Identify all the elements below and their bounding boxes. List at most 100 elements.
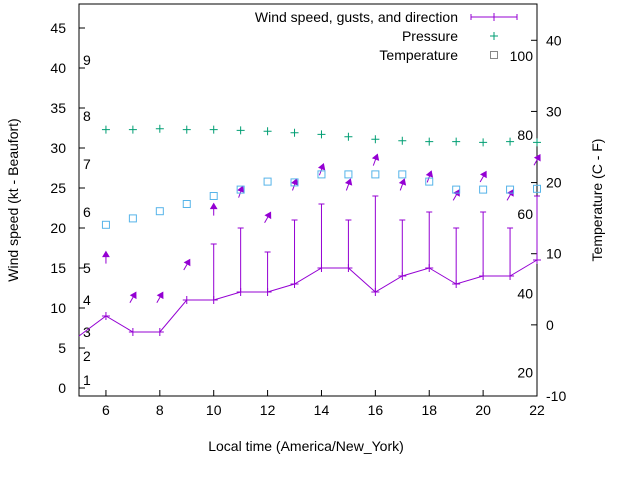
gust-bar bbox=[507, 227, 514, 276]
y-tick-label: 15 bbox=[50, 260, 66, 276]
x-tick-label: 12 bbox=[260, 402, 276, 418]
y2-tick-label: 0 bbox=[546, 317, 554, 333]
wind-direction-arrowhead bbox=[209, 202, 218, 210]
pressure-point bbox=[101, 125, 110, 134]
pressure-point bbox=[344, 132, 353, 141]
pressure-point bbox=[290, 128, 299, 137]
pressure-point bbox=[371, 135, 380, 144]
y-tick-label: 5 bbox=[58, 340, 66, 356]
pressure-point bbox=[533, 138, 541, 147]
plot-frame bbox=[78, 3, 538, 397]
temperature-point bbox=[425, 177, 434, 186]
pressure-point bbox=[506, 137, 515, 146]
y2-tick-label: -10 bbox=[546, 388, 566, 404]
y-tick-label: 10 bbox=[50, 300, 66, 316]
gust-bar bbox=[372, 195, 379, 292]
pressure-point bbox=[155, 124, 164, 133]
temperature-point bbox=[236, 185, 245, 194]
temperature-point bbox=[506, 185, 515, 194]
beaufort-label: 6 bbox=[83, 204, 91, 220]
x-tick-label: 22 bbox=[529, 402, 545, 418]
temperature-point bbox=[317, 170, 326, 179]
gust-bar bbox=[426, 211, 433, 268]
beaufort-label: 3 bbox=[83, 324, 91, 340]
gust-bar bbox=[453, 227, 460, 284]
gust-bar bbox=[534, 195, 540, 260]
legend-sample-wind bbox=[470, 13, 518, 21]
beaufort-label: 4 bbox=[83, 292, 91, 308]
temperature-point bbox=[182, 200, 191, 208]
wind-direction-arrowhead bbox=[264, 211, 272, 220]
temperature-point bbox=[398, 170, 407, 179]
gust-bar bbox=[291, 219, 298, 284]
x-tick-label: 14 bbox=[314, 402, 330, 418]
wind-direction-arrowhead bbox=[317, 163, 326, 171]
y2-tick-label: 10 bbox=[546, 246, 562, 262]
legend-label-pressure: Pressure bbox=[402, 28, 458, 44]
wind-speed-point bbox=[101, 312, 110, 320]
fahrenheit-label: 60 bbox=[517, 206, 533, 222]
pressure-point bbox=[182, 125, 191, 134]
wind-direction-arrowhead bbox=[425, 170, 434, 178]
temperature-point bbox=[155, 207, 164, 216]
beaufort-label: 7 bbox=[83, 156, 91, 172]
gust-bar bbox=[264, 251, 271, 292]
y-tick-label: 35 bbox=[50, 100, 66, 116]
wind-direction-arrowhead bbox=[344, 178, 353, 186]
pressure-point bbox=[128, 125, 137, 134]
y2-tick-label: 30 bbox=[546, 103, 562, 119]
temperature-point bbox=[452, 185, 461, 194]
legend: Wind speed, gusts, and direction Pressur… bbox=[255, 9, 458, 63]
gust-bar bbox=[237, 227, 244, 292]
y-axis-label: Wind speed (kt - Beaufort) bbox=[5, 118, 21, 281]
temperature-point bbox=[479, 185, 488, 194]
temperature-point bbox=[344, 170, 353, 179]
pressure-point bbox=[398, 136, 407, 145]
y-tick-label: 25 bbox=[50, 180, 66, 196]
temperature-point bbox=[128, 214, 137, 223]
fahrenheit-label: 40 bbox=[517, 286, 533, 302]
wind-speed-point bbox=[182, 296, 191, 304]
gust-bar bbox=[210, 243, 217, 300]
legend-sample-pressure bbox=[490, 32, 498, 40]
wind-direction-arrowhead bbox=[183, 258, 191, 267]
wind-direction-arrowhead bbox=[533, 153, 541, 162]
pressure-point bbox=[479, 138, 488, 147]
fahrenheit-label: 20 bbox=[517, 365, 533, 381]
temperature-point bbox=[101, 220, 110, 229]
legend-sample-temperature bbox=[490, 51, 498, 59]
wind-direction-arrowhead bbox=[129, 291, 137, 300]
wind-direction-arrowhead bbox=[102, 250, 110, 258]
beaufort-label: 9 bbox=[83, 52, 91, 68]
x-tick-label: 16 bbox=[368, 402, 384, 418]
x-tick-label: 6 bbox=[102, 402, 110, 418]
wind-direction-arrowhead bbox=[156, 291, 164, 300]
y-tick-label: 40 bbox=[50, 60, 66, 76]
x-axis-label: Local time (America/New_York) bbox=[208, 438, 404, 454]
temperature-point bbox=[290, 178, 299, 187]
wind-direction-arrowhead bbox=[237, 185, 245, 193]
y2-axis-label: Temperature (C - F) bbox=[589, 139, 605, 262]
legend-label-wind: Wind speed, gusts, and direction bbox=[255, 9, 458, 25]
gust-bar bbox=[480, 211, 487, 276]
wind-speed-point bbox=[128, 328, 137, 336]
gust-bar bbox=[345, 219, 352, 268]
x-tick-label: 10 bbox=[206, 402, 222, 418]
y-tick-label: 20 bbox=[50, 220, 66, 236]
y-tick-label: 45 bbox=[50, 20, 66, 36]
wind-direction-arrowhead bbox=[291, 178, 299, 186]
pressure-point bbox=[317, 130, 326, 139]
pressure-point bbox=[263, 127, 272, 136]
pressure-point bbox=[236, 126, 245, 135]
wind-speed-line bbox=[78, 259, 538, 337]
gust-bar bbox=[318, 203, 325, 268]
y-tick-label: 30 bbox=[50, 140, 66, 156]
temperature-point bbox=[209, 192, 218, 200]
wind-speed-point bbox=[155, 328, 164, 336]
pressure-point bbox=[452, 137, 461, 146]
wind-direction-arrowhead bbox=[398, 178, 407, 186]
y-tick-label: 0 bbox=[58, 380, 66, 396]
y2-tick-label: 40 bbox=[546, 32, 562, 48]
fahrenheit-label: 100 bbox=[510, 48, 534, 64]
